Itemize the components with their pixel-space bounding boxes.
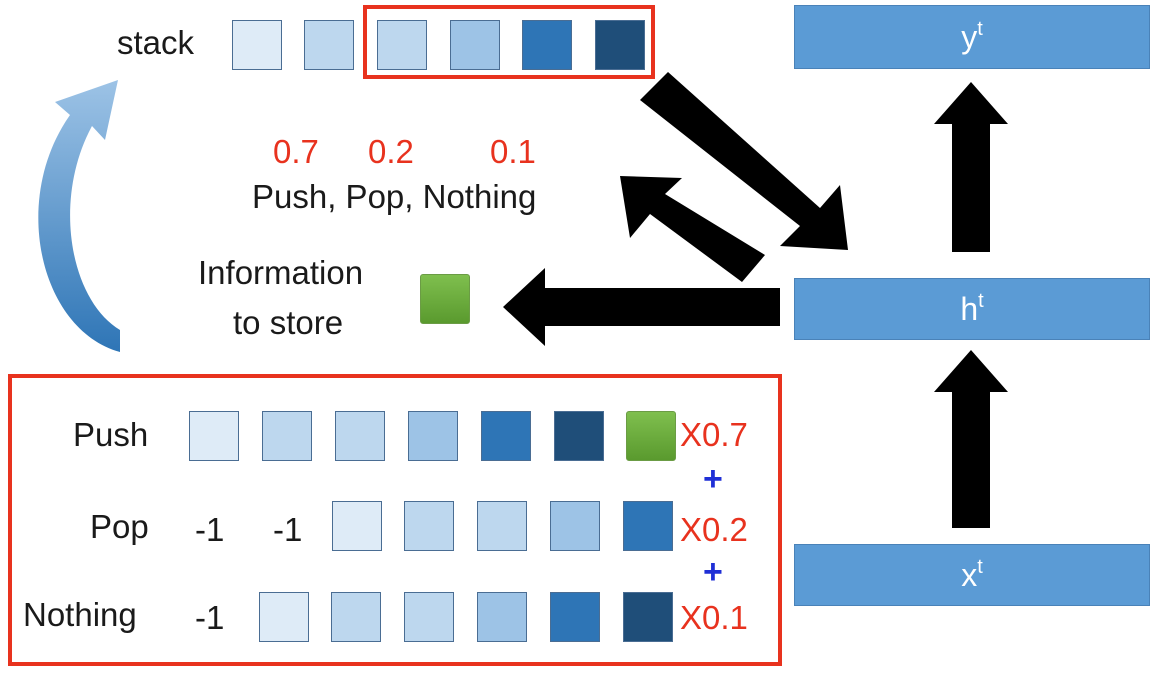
prob-push: 0.7	[273, 133, 319, 170]
stack-update-box	[8, 374, 782, 666]
stack-top-highlight	[363, 5, 655, 79]
plus-sign-2: +	[703, 553, 723, 591]
push-cell-3	[335, 411, 385, 461]
curved-loop-arrow	[38, 80, 120, 352]
node-y-sup: t	[977, 17, 983, 40]
arrow-h-to-y	[934, 82, 1008, 252]
pop-pad-2: -1	[273, 511, 303, 548]
info-label-line2: to store	[233, 304, 344, 341]
push-cell-5	[481, 411, 531, 461]
row-pop-multiplier: X0.2	[680, 511, 748, 548]
plus-sign-1: +	[703, 460, 723, 498]
actions-text: Push, Pop, Nothing	[252, 178, 537, 215]
node-x-sup: t	[977, 555, 983, 578]
stack-cell-5	[522, 20, 572, 70]
push-cell-1	[189, 411, 239, 461]
stack-cell-6	[595, 20, 645, 70]
stack-label: stack	[117, 24, 195, 61]
node-x-text: x	[961, 556, 978, 593]
stack-cell-2	[304, 20, 354, 70]
row-nothing-label: Nothing	[23, 596, 137, 633]
pop-cell-3	[477, 501, 527, 551]
nothing-cell-3	[404, 592, 454, 642]
pop-pad-1: -1	[195, 511, 225, 548]
row-push-label: Push	[73, 416, 149, 453]
push-cell-4	[408, 411, 458, 461]
nothing-cell-2	[331, 592, 381, 642]
prob-pop: 0.2	[368, 133, 414, 170]
push-cell-2	[262, 411, 312, 461]
info-label-line1: Information	[198, 254, 364, 291]
arrow-h-to-actions	[620, 176, 765, 282]
pop-cell-2	[404, 501, 454, 551]
pop-cell-5	[623, 501, 673, 551]
nothing-cell-5	[550, 592, 600, 642]
nothing-cell-6	[623, 592, 673, 642]
stack-cell-3	[377, 20, 427, 70]
arrow-stack-to-h	[640, 72, 848, 250]
push-cell-new	[626, 411, 676, 461]
prob-nothing: 0.1	[490, 133, 536, 170]
nothing-cell-4	[477, 592, 527, 642]
node-y-text: y	[961, 18, 978, 55]
arrow-x-to-h	[934, 350, 1008, 528]
row-push-multiplier: X0.7	[680, 416, 748, 453]
node-h-sup: t	[978, 289, 984, 312]
nothing-pad-1: -1	[195, 599, 225, 636]
row-pop-label: Pop	[90, 508, 149, 545]
stack-cell-4	[450, 20, 500, 70]
pop-cell-4	[550, 501, 600, 551]
stack-cell-1	[232, 20, 282, 70]
node-h-text: h	[960, 290, 979, 327]
arrow-h-to-info	[503, 268, 780, 346]
nothing-cell-1	[259, 592, 309, 642]
info-green-cell	[420, 274, 470, 324]
push-cell-6	[554, 411, 604, 461]
pop-cell-1	[332, 501, 382, 551]
row-nothing-multiplier: X0.1	[680, 599, 748, 636]
